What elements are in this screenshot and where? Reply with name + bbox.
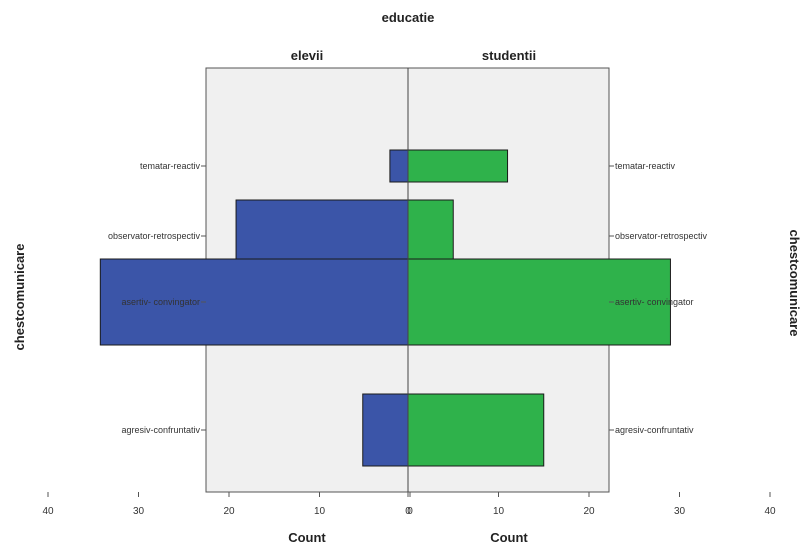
x-tick-label-right-1: 10 (493, 506, 505, 517)
x-tick-label-left-2: 20 (223, 506, 235, 517)
x-tick-label-right-2: 20 (583, 506, 595, 517)
plot-area: tematar-reactiv tematar-reactiv observator… (42, 67, 776, 517)
y-axis-title-left: chestcomunicare (12, 244, 27, 351)
panel-label-left: elevii (291, 48, 324, 63)
x-axis-title-left: Count (288, 530, 326, 545)
bar-left-0 (389, 149, 409, 183)
bar-right-0 (407, 149, 509, 183)
category-label-right-0: tematar-reactiv (615, 161, 676, 171)
x-tick-label-right-3: 30 (674, 506, 686, 517)
x-tick-label-left-0: 40 (42, 506, 54, 517)
y-axis-title-right: chestcomunicare (787, 230, 802, 337)
category-label-right-2: asertiv- convingator (615, 297, 694, 307)
bar-left-3 (362, 393, 409, 467)
x-tick-label-right-4: 40 (764, 506, 776, 517)
bar-left-2 (99, 258, 409, 346)
x-tick-label-left-1: 30 (133, 506, 145, 517)
category-label-left-2: asertiv- convingator (121, 297, 200, 307)
bar-right-3 (407, 393, 545, 467)
category-label-right-3: agresiv-confruntativ (615, 425, 694, 435)
panel-label-right: studentii (482, 48, 536, 63)
category-label-right-1: observator-retrospectiv (615, 231, 708, 241)
x-tick-label-right-0: 0 (405, 506, 411, 517)
x-tick-label-left-4: 0 (407, 506, 413, 517)
category-label-left-1: observator-retrospectiv (108, 231, 201, 241)
chart-title: educatie (382, 10, 435, 25)
x-tick-label-left-3: 10 (314, 506, 326, 517)
category-label-left-0: tematar-reactiv (140, 161, 201, 171)
x-axis-title-right: Count (490, 530, 528, 545)
category-label-left-3: agresiv-confruntativ (121, 425, 200, 435)
